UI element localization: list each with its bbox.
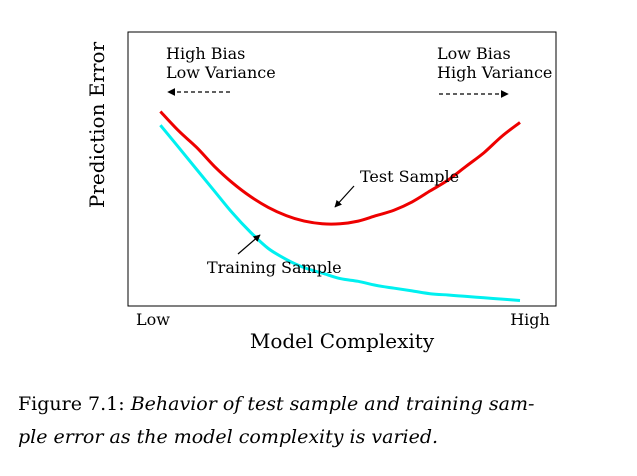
plot-frame [127, 31, 557, 307]
series-group [159, 110, 521, 302]
x-axis-label: Model Complexity [250, 329, 435, 353]
high-bias-annotation: High Bias Low Variance [166, 44, 276, 96]
low-bias-label: Low Bias [437, 44, 511, 63]
high-variance-label: High Variance [437, 63, 552, 82]
test-sample-line [159, 110, 521, 226]
caption-text-line2: ple error as the model complexity is var… [18, 426, 439, 448]
y-axis-label: Prediction Error [85, 41, 109, 208]
training-sample-annotation: Training Sample [207, 234, 342, 277]
caption-label: Figure 7.1: [18, 393, 125, 415]
low-variance-label: Low Variance [166, 63, 276, 82]
x-tick-low: Low [136, 310, 170, 329]
test-sample-pointer [334, 185, 355, 208]
training-sample-label: Training Sample [207, 258, 342, 277]
caption-text: Behavior of test sample and training sam… [130, 393, 535, 415]
test-sample-label: Test Sample [360, 167, 459, 186]
test-sample-annotation: Test Sample [334, 167, 459, 208]
training-sample-pointer [237, 234, 261, 255]
figure-caption: Figure 7.1: Behavior of test sample and … [18, 388, 618, 454]
high-bias-label: High Bias [166, 44, 245, 63]
x-tick-high: High [510, 310, 550, 329]
training-sample-line [159, 124, 521, 302]
low-bias-annotation: Low Bias High Variance [437, 44, 552, 98]
